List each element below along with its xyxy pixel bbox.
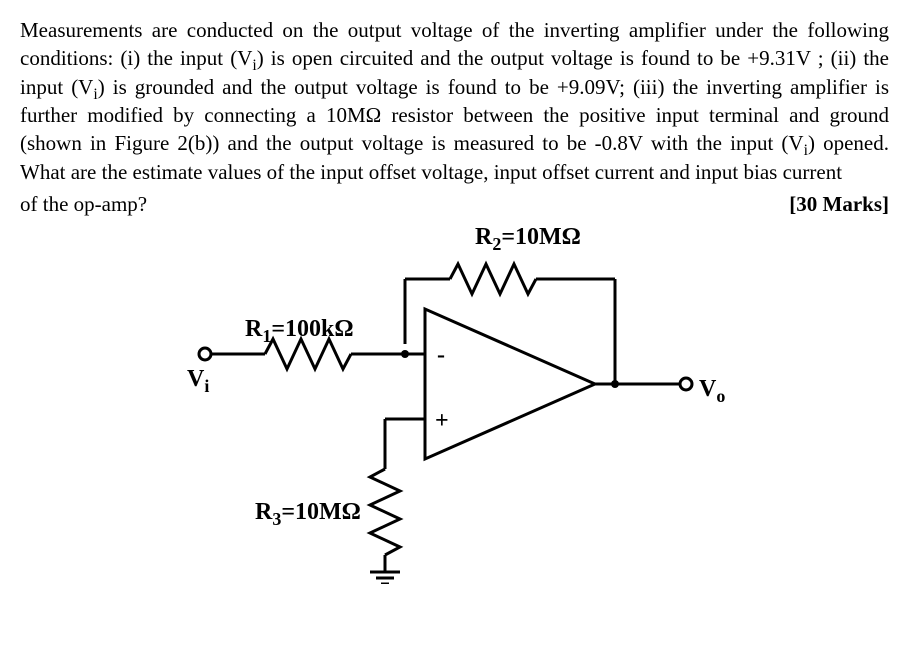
- problem-last-line: of the op-amp? [30 Marks]: [20, 190, 889, 218]
- opamp-minus: -: [437, 342, 445, 368]
- vo-label: Vo: [699, 376, 725, 406]
- problem-tail: of the op-amp?: [20, 190, 147, 218]
- opamp-plus: +: [435, 408, 449, 434]
- r3-resistor: [370, 469, 400, 555]
- r1-label: R1=100kΩ: [245, 316, 354, 346]
- text-2: ) is grounded and the output voltage is …: [20, 75, 889, 156]
- circuit-figure: R2=10MΩ Vi R1=100kΩ - + R3=10MΩ Vo: [20, 224, 889, 590]
- problem-text: Measurements are conducted on the output…: [20, 16, 889, 186]
- r3-label: R3=10MΩ: [255, 499, 361, 529]
- vo-terminal: [680, 378, 692, 390]
- vi-terminal: [199, 348, 211, 360]
- circuit-svg: R2=10MΩ Vi R1=100kΩ - + R3=10MΩ Vo: [175, 224, 735, 584]
- r2-label: R2=10MΩ: [475, 224, 581, 254]
- r1-resistor: [265, 339, 351, 369]
- marks-label: [30 Marks]: [789, 190, 889, 218]
- r2-resistor: [450, 264, 536, 294]
- vi-label: Vi: [187, 366, 209, 396]
- opamp-triangle: [425, 309, 595, 459]
- junction-fb: [401, 350, 409, 358]
- junction-out: [611, 380, 619, 388]
